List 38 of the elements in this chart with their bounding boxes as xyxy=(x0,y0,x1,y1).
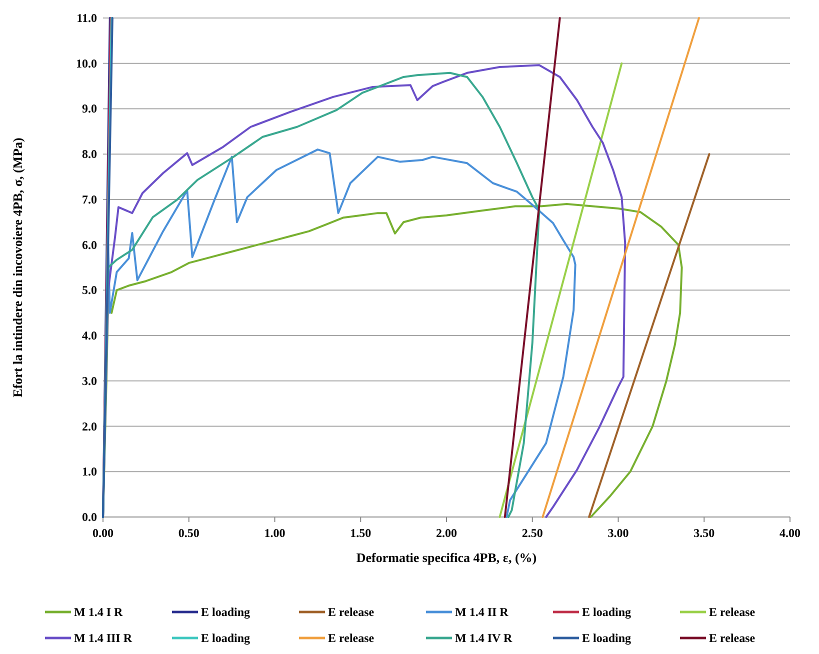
y-tick-label: 3.0 xyxy=(82,374,97,388)
legend-label: E release xyxy=(328,631,375,645)
y-tick-label: 0.0 xyxy=(82,510,97,524)
y-tick-label: 10.0 xyxy=(76,56,97,70)
legend-label: E loading xyxy=(201,605,250,619)
legend-label: M 1.4 IV R xyxy=(455,631,512,645)
x-tick-label: 4.00 xyxy=(780,526,800,540)
legend-label: E loading xyxy=(582,605,632,619)
y-tick-label: 8.0 xyxy=(82,147,97,162)
legend-label: M 1.4 III R xyxy=(74,631,132,645)
x-tick-label: 0.50 xyxy=(178,526,200,540)
x-tick-label: 1.00 xyxy=(264,526,286,540)
legend-label: M 1.4 I R xyxy=(74,605,123,619)
x-tick-label: 3.50 xyxy=(694,526,715,540)
x-tick-label: 1.50 xyxy=(350,526,372,540)
y-tick-label: 7.0 xyxy=(82,192,97,206)
legend-label: E loading xyxy=(201,631,250,645)
y-tick-label: 4.0 xyxy=(82,328,97,343)
line-series xyxy=(102,202,683,518)
y-tick-label: 11.0 xyxy=(76,11,97,25)
y-tick-label: 1.0 xyxy=(82,464,97,479)
x-tick-label: 0.00 xyxy=(92,526,114,540)
x-axis-title: Deformatie specifica 4PB, ε, (%) xyxy=(356,550,537,565)
y-tick-label: 9.0 xyxy=(82,102,97,116)
x-tick-label: 3.00 xyxy=(608,526,629,540)
line-series xyxy=(102,72,540,518)
legend-label: E release xyxy=(709,605,756,619)
line-series xyxy=(102,64,626,518)
legend-label: E release xyxy=(709,631,756,645)
y-tick-label: 6.0 xyxy=(82,238,97,252)
y-axis-title: Efort la intindere din incovoiere 4PB, σ, (MPa) xyxy=(10,138,25,398)
y-tick-label: 5.0 xyxy=(82,283,97,298)
x-tick-label: 2.50 xyxy=(522,526,543,540)
legend-label: E release xyxy=(328,605,375,619)
y-tick-label: 2.0 xyxy=(82,419,97,434)
legend-label: M 1.4 II R xyxy=(455,605,509,619)
x-tick-label: 2.00 xyxy=(436,526,457,540)
legend-label: E loading xyxy=(582,631,632,645)
